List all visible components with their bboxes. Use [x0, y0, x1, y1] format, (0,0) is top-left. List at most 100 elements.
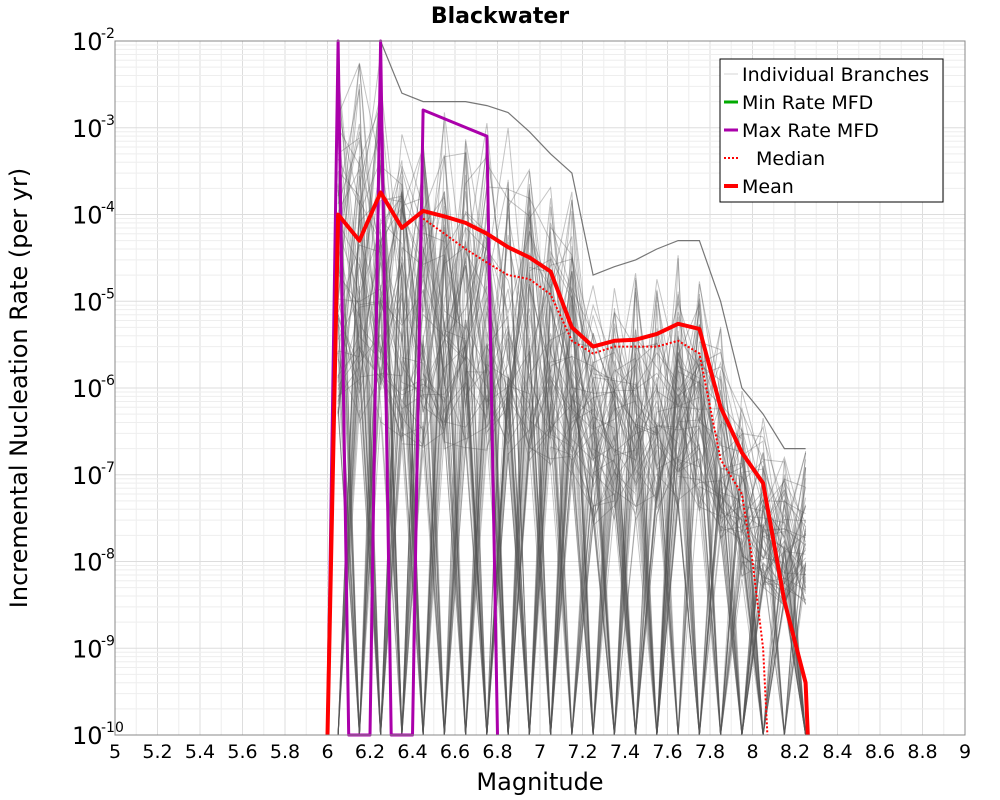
- y-tick-label: 10-9: [72, 633, 115, 663]
- y-tick-exponent: -2: [101, 26, 115, 42]
- branch-line: [337, 183, 806, 736]
- branch-line: [337, 169, 807, 736]
- y-tick-label: 10-6: [72, 373, 115, 403]
- branch-line: [337, 144, 807, 736]
- y-tick-base: 10: [72, 202, 103, 230]
- y-tick-exponent: -6: [101, 373, 115, 389]
- x-tick-label: 6.6: [440, 741, 470, 763]
- y-tick-base: 10: [72, 462, 103, 490]
- branch-line: [337, 260, 807, 736]
- y-tick-exponent: -9: [101, 633, 115, 649]
- x-axis-label: Magnitude: [476, 768, 603, 796]
- y-tick-base: 10: [72, 115, 103, 143]
- x-tick-label: 5.8: [270, 741, 300, 763]
- branch-line: [337, 206, 807, 736]
- branch-line: [337, 227, 807, 736]
- branch-line: [338, 197, 807, 736]
- branch-line: [337, 84, 807, 736]
- series-lines: [325, 39, 810, 737]
- x-tick-label: 6.4: [397, 741, 427, 763]
- series-max-rate-mfd-line: [326, 39, 499, 737]
- x-tick-labels: 5 5.2 5.4 5.6 5.8 6 6.2 6.4 6.6 6.8 7 7.2 7.4 7.6 7.8 8…: [109, 741, 971, 763]
- legend: Individual Branches Min Rate MFD Max Rate …: [719, 58, 944, 203]
- y-tick-exponent: -10: [101, 720, 124, 736]
- branch-line: [338, 154, 807, 736]
- branch-line: [338, 128, 807, 736]
- branch-line: [337, 294, 806, 736]
- branch-line: [337, 141, 807, 736]
- y-tick-label: 10-4: [72, 200, 115, 230]
- y-tick-base: 10: [72, 635, 103, 663]
- branch-line: [337, 191, 807, 736]
- branch-line: [337, 197, 807, 736]
- x-tick-label: 7.4: [610, 741, 640, 763]
- branch-line: [337, 89, 807, 736]
- plot-frame: [114, 40, 966, 736]
- branch-line: [337, 165, 807, 736]
- y-tick-base: 10: [72, 375, 103, 403]
- legend-box: [719, 58, 944, 203]
- y-tick-exponent: -7: [101, 460, 115, 476]
- branch-envelope-line: [338, 40, 806, 450]
- y-axis-label: Incremental Nucleation Rate (per yr): [5, 168, 33, 608]
- x-tick-label: 7.6: [652, 741, 682, 763]
- x-tick-label: 5: [109, 741, 121, 763]
- branch-line: [337, 222, 806, 736]
- branch-line: [337, 192, 807, 736]
- y-tick-base: 10: [72, 288, 103, 316]
- legend-item-label: Individual Branches: [742, 64, 929, 86]
- branch-line: [337, 53, 807, 736]
- y-tick-base: 10: [72, 722, 103, 750]
- x-tick-label: 7: [534, 741, 546, 763]
- series-mean-line: [325, 190, 810, 736]
- branch-line: [337, 165, 806, 736]
- y-tick-base: 10: [72, 28, 103, 56]
- branch-line: [337, 230, 807, 736]
- x-tick-label: 8.6: [865, 741, 895, 763]
- branch-line: [337, 134, 806, 736]
- legend-item-label: Max Rate MFD: [742, 120, 879, 142]
- y-tick-label: 10-7: [72, 460, 115, 490]
- branch-line: [337, 95, 807, 736]
- branch-line: [337, 131, 806, 736]
- branch-line: [337, 128, 807, 736]
- x-tick-label: 5.6: [227, 741, 257, 763]
- y-tick-base: 10: [72, 549, 103, 577]
- x-tick-label: 7.8: [695, 741, 725, 763]
- branch-line: [337, 117, 807, 736]
- x-tick-label: 5.4: [185, 741, 215, 763]
- branch-line: [337, 163, 807, 736]
- legend-item-label: Median: [756, 148, 825, 170]
- legend-item-label: Mean: [742, 176, 794, 198]
- y-tick-label: 10-3: [72, 113, 115, 143]
- branch-line: [337, 147, 807, 736]
- y-tick-label: 10-2: [72, 26, 115, 56]
- branch-line: [337, 185, 807, 736]
- x-tick-label: 8.2: [780, 741, 810, 763]
- x-tick-label: 9: [959, 741, 971, 763]
- branch-line: [337, 190, 806, 736]
- branch-line: [337, 143, 807, 736]
- branch-line: [337, 185, 806, 736]
- branch-line: [337, 88, 807, 736]
- series-median-line: [422, 217, 769, 736]
- chart-title: Blackwater: [431, 4, 569, 29]
- y-tick-exponent: -8: [101, 547, 115, 563]
- y-tick-exponent: -5: [101, 286, 115, 302]
- x-tick-label: 6: [321, 741, 333, 763]
- branch-line: [338, 246, 807, 736]
- x-tick-label: 7.2: [567, 741, 597, 763]
- x-tick-label: 8.8: [907, 741, 937, 763]
- y-tick-exponent: -3: [101, 113, 115, 129]
- x-tick-label: 8.4: [822, 741, 852, 763]
- y-tick-label: 10-8: [72, 547, 115, 577]
- x-tick-label: 5.2: [142, 741, 172, 763]
- x-tick-label: 6.8: [482, 741, 512, 763]
- branch-line: [337, 95, 807, 736]
- branch-line: [337, 218, 807, 736]
- branch-line: [337, 171, 807, 736]
- branch-line: [337, 70, 807, 736]
- y-tick-label: 10-5: [72, 286, 115, 316]
